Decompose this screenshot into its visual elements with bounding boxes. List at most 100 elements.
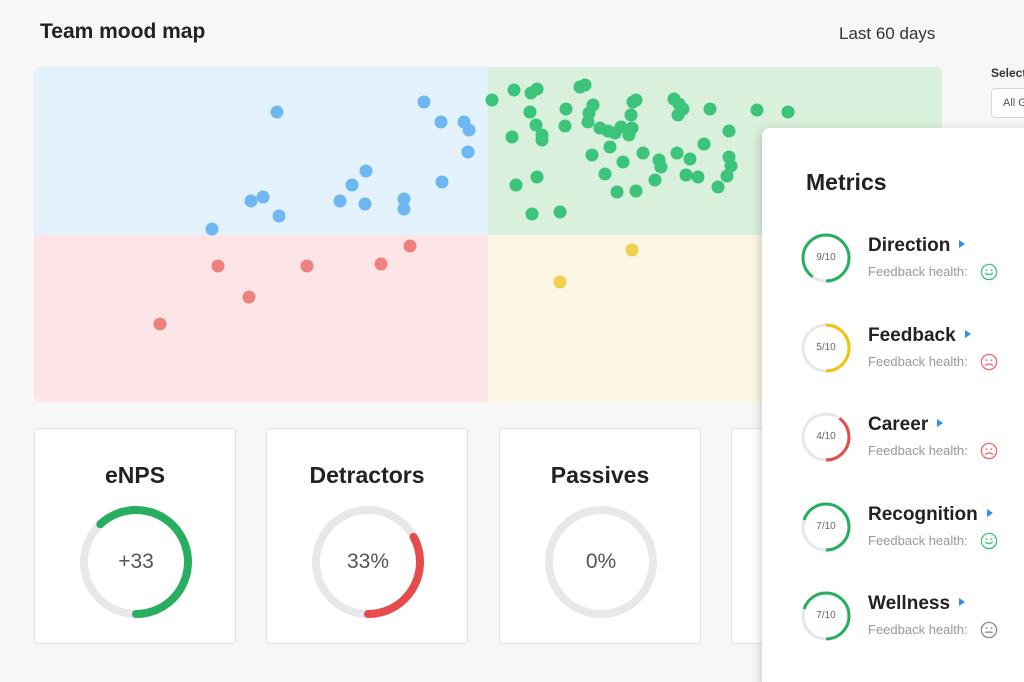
mood-point[interactable] [397,192,411,206]
expand-arrow-icon[interactable] [986,509,993,517]
mood-point[interactable] [608,126,622,140]
metric-row-feedback[interactable]: 5/10 Feedback Feedback health: [800,322,1024,382]
mood-point[interactable] [530,82,544,96]
metric-name[interactable]: Recognition [868,504,993,526]
feedback-health-label: Feedback health: [868,443,968,458]
metric-name[interactable]: Direction [868,235,966,257]
mood-point[interactable] [610,185,624,199]
feedback-health-label: Feedback health: [868,622,968,637]
metrics-title: Metrics [806,169,887,195]
mood-point[interactable] [529,118,543,132]
expand-arrow-icon[interactable] [959,240,966,248]
detractors-card[interactable]: Detractors 33% [266,428,468,644]
mood-point[interactable] [374,257,388,271]
mood-point[interactable] [434,115,448,129]
mood-point[interactable] [300,259,314,273]
mood-point[interactable] [720,169,734,183]
expand-arrow-icon[interactable] [964,330,971,338]
mood-point[interactable] [722,124,736,138]
mood-point[interactable] [654,160,668,174]
mood-point[interactable] [697,137,711,151]
mood-point[interactable] [558,119,572,133]
expand-arrow-icon[interactable] [959,598,966,606]
neutral-face-icon [980,621,998,639]
mood-point[interactable] [670,146,684,160]
mood-point[interactable] [417,95,431,109]
mood-point[interactable] [711,180,725,194]
mood-point[interactable] [272,209,286,223]
mood-point[interactable] [535,133,549,147]
mood-point[interactable] [553,205,567,219]
passives-value: 0% [585,550,617,573]
metric-name[interactable]: Feedback [868,325,971,347]
mood-point[interactable] [244,194,258,208]
mood-point[interactable] [435,175,449,189]
metric-score-ring [801,323,851,373]
mood-point[interactable] [679,168,693,182]
mood-point[interactable] [781,105,795,119]
happy-face-icon [980,263,998,281]
mood-point[interactable] [703,102,717,116]
mood-point[interactable] [671,108,685,122]
group-select[interactable]: All G [991,88,1024,118]
mood-point[interactable] [683,152,697,166]
mood-point[interactable] [636,146,650,160]
passives-card[interactable]: Passives 0% [499,428,701,644]
metric-name[interactable]: Wellness [868,593,966,615]
metric-row-direction[interactable]: 9/10 Direction Feedback health: [800,232,1024,292]
mood-point[interactable] [333,194,347,208]
mood-point[interactable] [691,170,705,184]
detractors-value: 33% [346,550,390,573]
metric-name-label: Career [868,414,929,435]
yellow-points [553,243,639,289]
mood-point[interactable] [345,178,359,192]
mood-point[interactable] [625,243,639,257]
mood-point[interactable] [359,164,373,178]
mood-point[interactable] [616,155,630,169]
mood-point[interactable] [505,130,519,144]
metric-score-ring [801,591,851,641]
enps-card[interactable]: eNPS +33 [34,428,236,644]
mood-point[interactable] [648,173,662,187]
mood-point[interactable] [553,275,567,289]
mood-point[interactable] [507,83,521,97]
filter-label: Select [991,66,1024,80]
mood-point[interactable] [724,159,738,173]
mood-point[interactable] [461,145,475,159]
mood-point[interactable] [559,102,573,116]
mood-point[interactable] [585,148,599,162]
mood-point[interactable] [397,202,411,216]
mood-point[interactable] [629,184,643,198]
date-range-label[interactable]: Last 60 days [839,24,936,43]
mood-point[interactable] [153,317,167,331]
mood-point[interactable] [624,108,638,122]
metrics-panel: Metrics 9/10 Direction Feedback health: 5/1… [762,128,1024,682]
mood-point[interactable] [530,170,544,184]
mood-point[interactable] [256,190,270,204]
mood-point[interactable] [270,105,284,119]
feedback-health-label: Feedback health: [868,533,968,548]
mood-point[interactable] [629,93,643,107]
mood-point[interactable] [462,123,476,137]
mood-point[interactable] [485,93,499,107]
mood-point[interactable] [750,103,764,117]
mood-point[interactable] [603,140,617,154]
mood-point[interactable] [509,178,523,192]
mood-point[interactable] [578,78,592,92]
mood-point[interactable] [523,105,537,119]
mood-point[interactable] [205,222,219,236]
expand-arrow-icon[interactable] [937,419,944,427]
metric-row-recognition[interactable]: 7/10 Recognition Feedback health: [800,501,1024,561]
metric-row-career[interactable]: 4/10 Career Feedback health: [800,411,1024,471]
mood-point[interactable] [211,259,225,273]
mood-point[interactable] [622,128,636,142]
mood-point[interactable] [358,197,372,211]
mood-point[interactable] [525,207,539,221]
mood-point[interactable] [582,106,596,120]
metric-name[interactable]: Career [868,414,944,436]
metric-score-ring [801,412,851,462]
metric-row-wellness[interactable]: 7/10 Wellness Feedback health: [800,590,1024,650]
mood-point[interactable] [403,239,417,253]
mood-point[interactable] [242,290,256,304]
mood-point[interactable] [598,167,612,181]
